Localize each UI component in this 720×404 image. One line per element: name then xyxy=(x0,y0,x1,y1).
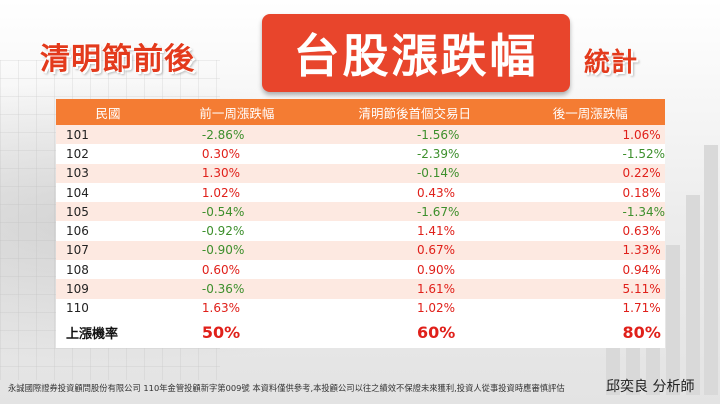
value-cell-before: 0.30% xyxy=(159,144,314,164)
value-cell-after: 0.94% xyxy=(515,260,665,280)
title-right: 統計 xyxy=(584,48,639,78)
value-cell-before: -0.36% xyxy=(159,279,314,299)
value-cell-before: -0.54% xyxy=(159,202,314,222)
value-cell-after: 5.11% xyxy=(515,279,665,299)
table-row: 106 -0.92% 1.41% 0.63% xyxy=(56,221,665,241)
table-row: 103 1.30% -0.14% 0.22% xyxy=(56,163,665,183)
table-body: 101 -2.86% -1.56% 1.06% 102 0.30% -2.39% -1.52%… xyxy=(56,125,665,348)
year-cell: 105 xyxy=(56,202,160,222)
value-cell-first-day: 0.90% xyxy=(313,260,516,280)
title-left: 清明節前後 xyxy=(40,42,195,77)
value-cell-first-day: -1.67% xyxy=(313,202,516,222)
table-row: 102 0.30% -2.39% -1.52% xyxy=(56,144,665,164)
table-row: 104 1.02% 0.43% 0.18% xyxy=(56,182,665,203)
header-after: 後一周漲跌幅 xyxy=(515,99,665,125)
year-cell: 101 xyxy=(56,125,160,145)
table-row: 105 -0.54% -1.67% -1.34% xyxy=(56,202,665,222)
value-cell-after: 1.71% xyxy=(515,298,665,318)
value-cell-first-day: 1.41% xyxy=(313,221,516,241)
header-year: 民國 xyxy=(56,99,160,125)
value-cell-first-day: 0.67% xyxy=(313,240,516,261)
summary-row: 上漲機率 50% 60% 80% xyxy=(56,317,665,348)
value-cell-after: 1.33% xyxy=(515,240,665,261)
summary-before: 50% xyxy=(159,317,314,348)
year-cell: 109 xyxy=(56,279,160,299)
year-cell: 106 xyxy=(56,221,160,241)
table-row: 110 1.63% 1.02% 1.71% xyxy=(56,298,665,318)
year-cell: 102 xyxy=(56,144,160,164)
value-cell-after: 0.18% xyxy=(515,182,665,203)
year-cell: 107 xyxy=(56,240,160,261)
footer: 永誠國際證券投資顧問股份有限公司 110年金管投顧新字第009號 本資料僅供參考… xyxy=(0,372,720,404)
value-cell-before: 1.02% xyxy=(159,182,314,203)
value-cell-before: -2.86% xyxy=(159,125,314,145)
table-row: 101 -2.86% -1.56% 1.06% xyxy=(56,125,665,145)
title-main: 台股漲跌幅 xyxy=(262,14,570,92)
summary-after: 80% xyxy=(515,317,665,348)
value-cell-before: 1.30% xyxy=(159,163,314,183)
year-cell: 103 xyxy=(56,163,160,183)
table-row: 107 -0.90% 0.67% 1.33% xyxy=(56,240,665,261)
year-cell: 108 xyxy=(56,260,160,280)
value-cell-after: -1.52% xyxy=(515,144,665,164)
table-row: 109 -0.36% 1.61% 5.11% xyxy=(56,279,665,299)
analyst-name: 邱奕良 分析師 xyxy=(606,379,695,395)
title-banner: 清明節前後 台股漲跌幅 統計 xyxy=(0,6,720,94)
returns-table: 民國 前一周漲跌幅 清明節後首個交易日 後一周漲跌幅 101 -2.86% -1.5… xyxy=(56,99,665,348)
value-cell-before: 1.63% xyxy=(159,298,314,318)
value-cell-before: 0.60% xyxy=(159,260,314,280)
summary-label: 上漲機率 xyxy=(56,317,160,348)
value-cell-first-day: 1.02% xyxy=(313,298,516,318)
value-cell-before: -0.92% xyxy=(159,221,314,241)
table-row: 108 0.60% 0.90% 0.94% xyxy=(56,260,665,280)
disclaimer-text: 永誠國際證券投資顧問股份有限公司 110年金管投顧新字第009號 本資料僅供參考… xyxy=(8,383,565,393)
value-cell-before: -0.90% xyxy=(159,240,314,261)
value-cell-first-day: -0.14% xyxy=(313,163,516,183)
value-cell-first-day: 0.43% xyxy=(313,182,516,203)
value-cell-after: 0.63% xyxy=(515,221,665,241)
value-cell-after: 0.22% xyxy=(515,163,665,183)
summary-first-day: 60% xyxy=(313,317,516,348)
year-cell: 104 xyxy=(56,182,160,203)
year-cell: 110 xyxy=(56,298,160,318)
value-cell-first-day: -2.39% xyxy=(313,144,516,164)
value-cell-after: -1.34% xyxy=(515,202,665,222)
value-cell-after: 1.06% xyxy=(515,125,665,145)
table-header-row: 民國 前一周漲跌幅 清明節後首個交易日 後一周漲跌幅 xyxy=(56,99,665,125)
header-first-day: 清明節後首個交易日 xyxy=(313,99,516,125)
header-before: 前一周漲跌幅 xyxy=(159,99,314,125)
value-cell-first-day: -1.56% xyxy=(313,125,516,145)
value-cell-first-day: 1.61% xyxy=(313,279,516,299)
